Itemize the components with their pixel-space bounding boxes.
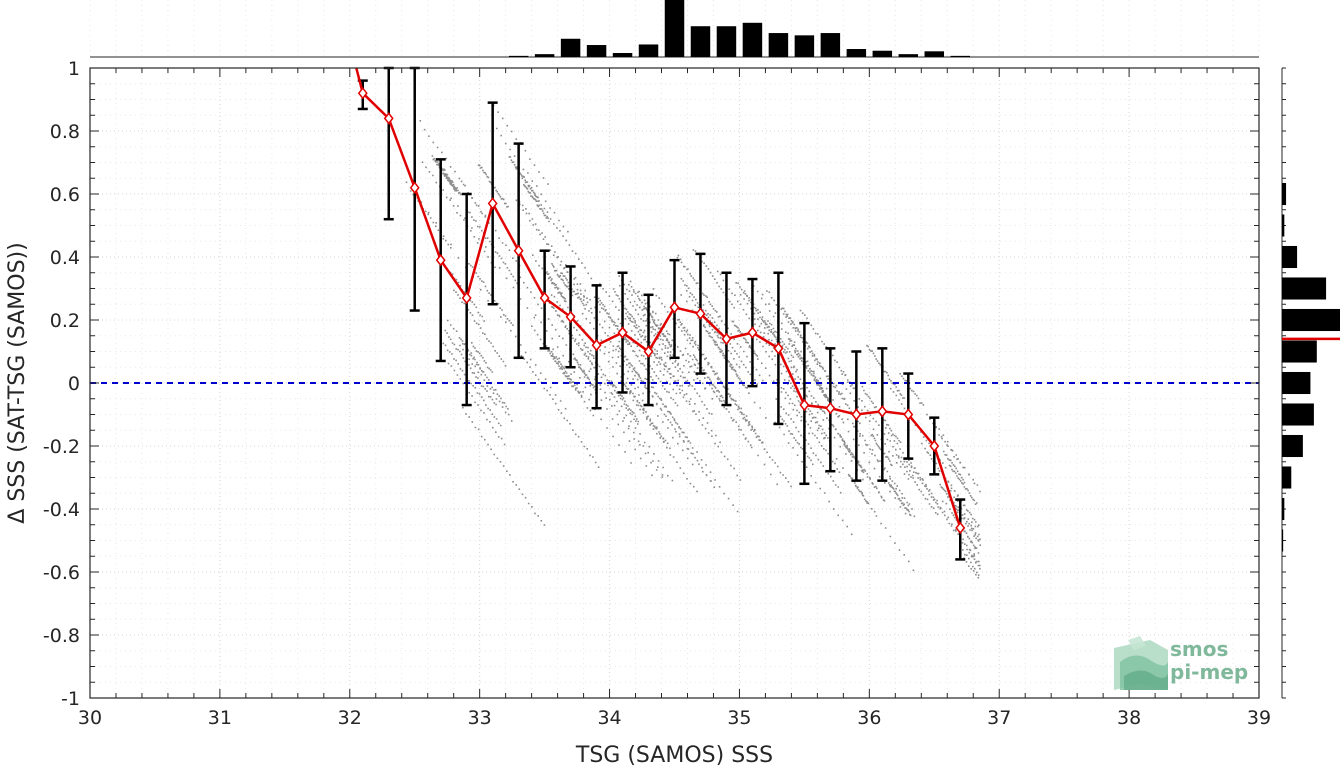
mean-marker bbox=[357, 86, 368, 100]
top-histogram-bar bbox=[612, 53, 633, 57]
top-histogram-bar bbox=[638, 44, 659, 57]
smos-pi-mep-logo: smos pi-mep bbox=[1114, 636, 1248, 690]
right-histogram-bar bbox=[1282, 434, 1303, 458]
mean-marker bbox=[435, 253, 446, 267]
y-tick-label: -1 bbox=[61, 688, 80, 710]
top-histogram-bar bbox=[768, 33, 789, 57]
y-tick-label: 0 bbox=[68, 373, 80, 395]
y-tick-label: 0.2 bbox=[50, 310, 80, 332]
x-tick-label: 36 bbox=[857, 707, 881, 729]
mean-marker bbox=[955, 521, 966, 535]
mean-marker bbox=[461, 291, 472, 305]
x-axis-title: TSG (SAMOS) SSS bbox=[575, 743, 773, 768]
top-histogram-bar bbox=[716, 26, 737, 57]
y-tick-label: -0.2 bbox=[43, 436, 80, 458]
right-histogram-bar bbox=[1282, 529, 1284, 552]
logo-text-smos: smos bbox=[1170, 637, 1228, 661]
y-tick-label: -0.6 bbox=[43, 562, 80, 584]
top-histogram-bar bbox=[872, 50, 893, 57]
logo-text-pi-mep: pi-mep bbox=[1170, 660, 1248, 684]
mean-marker bbox=[513, 244, 524, 257]
binned-mean-series bbox=[355, 67, 966, 535]
right-histogram-bar bbox=[1282, 466, 1292, 489]
top-histogram-bar bbox=[742, 22, 763, 57]
right-histogram-bar bbox=[1282, 340, 1317, 363]
right-histogram-bar bbox=[1282, 245, 1298, 269]
top-histogram-bar bbox=[820, 33, 841, 57]
right-histogram-bar bbox=[1282, 308, 1340, 332]
right-histogram bbox=[1281, 67, 1340, 699]
mean-marker bbox=[669, 301, 680, 314]
y-tick-label: 0.8 bbox=[50, 121, 80, 143]
mean-marker bbox=[617, 326, 628, 339]
x-tick-labels: 30 31 32 33 34 35 36 37 38 39 bbox=[78, 707, 1271, 729]
top-histogram-bar bbox=[560, 38, 581, 57]
y-tick-labels: -1 -0.8 -0.6 -0.4 -0.2 0 0.2 0.4 0.6 0.8 1 bbox=[43, 58, 80, 710]
mean-marker bbox=[487, 197, 498, 210]
top-histogram-bar bbox=[690, 26, 711, 57]
right-histogram-bar bbox=[1282, 371, 1311, 395]
top-histogram-bar bbox=[664, 0, 685, 57]
mean-marker bbox=[799, 398, 810, 412]
x-tick-label: 30 bbox=[78, 707, 102, 729]
top-histogram-bar bbox=[794, 35, 815, 57]
top-histogram bbox=[89, 0, 1260, 58]
mean-marker bbox=[773, 342, 784, 355]
axes-frame bbox=[89, 67, 1260, 699]
y-tick-label: 0.4 bbox=[50, 247, 80, 269]
y-tick-label: -0.8 bbox=[43, 625, 80, 647]
top-histogram-bar bbox=[586, 45, 607, 57]
top-histogram-bar bbox=[846, 49, 867, 57]
top-histogram-bar bbox=[950, 55, 970, 57]
mean-marker bbox=[643, 345, 654, 358]
right-histogram-bar bbox=[1282, 403, 1314, 426]
mean-marker bbox=[565, 310, 576, 324]
mean-marker bbox=[409, 181, 420, 194]
mean-marker bbox=[929, 439, 940, 453]
x-tick-label: 32 bbox=[338, 707, 362, 729]
mean-marker bbox=[877, 405, 888, 418]
top-histogram-bar bbox=[534, 54, 555, 57]
y-tick-label: 0.6 bbox=[50, 184, 80, 206]
x-tick-label: 34 bbox=[597, 707, 621, 729]
y-tick-label: 1 bbox=[68, 58, 80, 80]
mean-marker bbox=[539, 291, 550, 305]
x-tick-label: 31 bbox=[208, 707, 232, 729]
y-axis-title: Δ SSS (SAT-TSG (SAMOS)) bbox=[5, 242, 30, 523]
right-histogram-bar bbox=[1282, 277, 1327, 300]
mean-marker bbox=[747, 326, 758, 339]
top-histogram-bar bbox=[898, 54, 919, 57]
mean-marker bbox=[695, 307, 706, 320]
x-tick-label: 39 bbox=[1247, 707, 1271, 729]
x-tick-label: 37 bbox=[987, 707, 1011, 729]
right-histogram-bar bbox=[1282, 182, 1287, 206]
mean-marker bbox=[825, 401, 836, 415]
right-histogram-bar bbox=[1282, 497, 1285, 521]
mean-marker bbox=[903, 408, 914, 421]
main-plot: 30 31 32 33 34 35 36 37 38 39 -1 -0.8 -0.6 -0.4 -0.2 0… bbox=[43, 58, 1271, 729]
right-histogram-bar bbox=[1282, 214, 1285, 237]
mean-marker bbox=[591, 338, 602, 352]
top-histogram-bar bbox=[924, 51, 945, 57]
top-histogram-bar bbox=[508, 55, 529, 57]
x-tick-label: 33 bbox=[468, 707, 492, 729]
mean-marker bbox=[383, 112, 394, 125]
logo-waves-icon bbox=[1114, 636, 1168, 690]
x-tick-label: 35 bbox=[727, 707, 751, 729]
x-tick-label: 38 bbox=[1117, 707, 1141, 729]
y-tick-label: -0.4 bbox=[43, 499, 80, 521]
mean-marker bbox=[721, 332, 732, 346]
mean-marker bbox=[851, 408, 862, 421]
